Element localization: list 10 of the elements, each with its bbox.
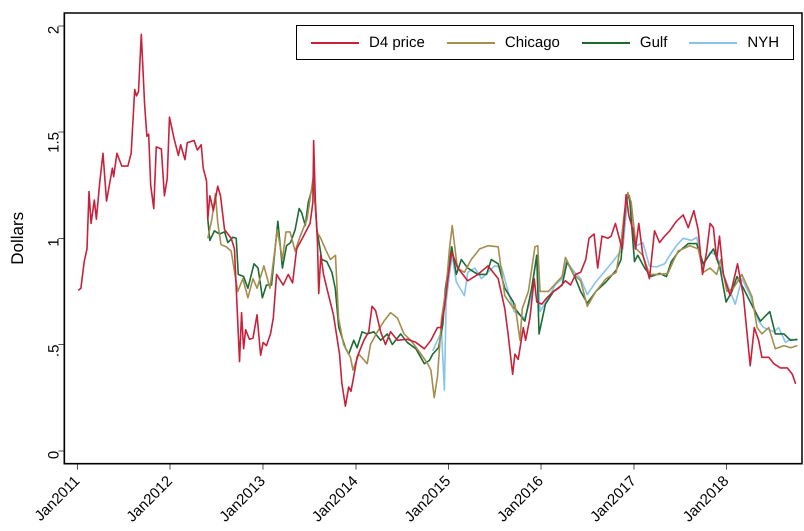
legend-label: D4 price bbox=[369, 34, 425, 51]
y-tick-label: 1 bbox=[46, 238, 63, 247]
y-tick-label: 1.5 bbox=[46, 132, 63, 153]
y-tick-label: 2 bbox=[46, 26, 63, 34]
y-tick-label: .5 bbox=[46, 344, 63, 358]
legend-label: Chicago bbox=[504, 34, 560, 51]
y-tick-label: 0 bbox=[46, 450, 63, 460]
legend-label: Gulf bbox=[640, 34, 668, 51]
y-axis-title: Dollars bbox=[8, 212, 27, 265]
legend-label: NYH bbox=[747, 34, 780, 51]
